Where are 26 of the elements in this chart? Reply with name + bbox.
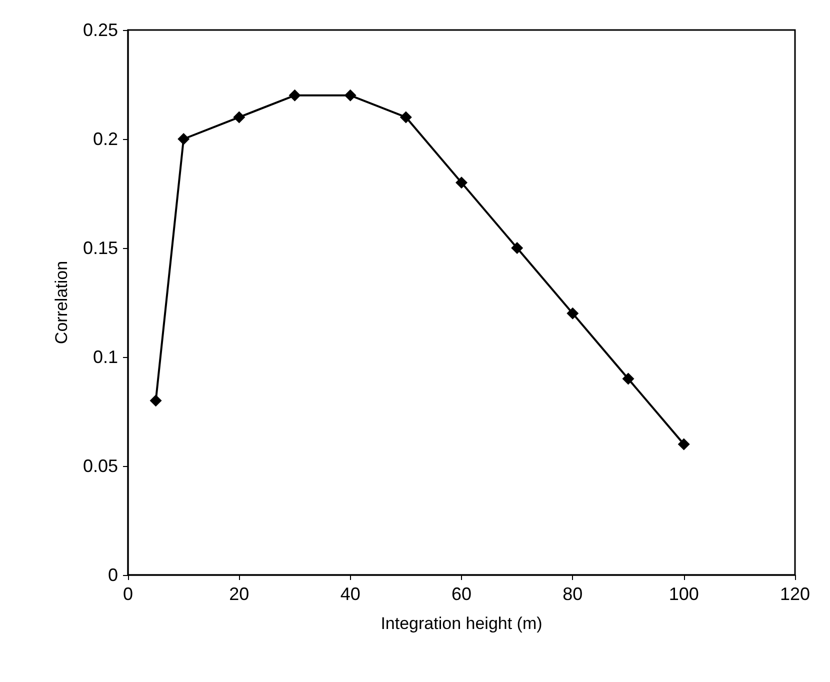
y-tick-label: 0.2	[92, 129, 118, 149]
point	[288, 89, 301, 102]
point	[400, 111, 412, 124]
y-tick-label: 0.1	[92, 347, 118, 367]
point	[344, 89, 356, 102]
y-tick-label: 0.25	[82, 20, 118, 40]
point	[622, 372, 634, 385]
x-axis-title: Integration height (m)	[380, 614, 542, 633]
x-tick-label: 80	[562, 584, 583, 604]
x-tick-label: 60	[451, 584, 472, 604]
y-tick-label: 0.15	[82, 238, 118, 258]
point	[678, 438, 690, 450]
x-tick-label: 100	[668, 584, 699, 604]
x-tick-label: 120	[780, 584, 810, 604]
y-tick-label: 0.05	[82, 456, 118, 476]
point	[566, 307, 579, 320]
y-tick-label: 0	[108, 565, 118, 585]
point	[511, 242, 524, 254]
point	[233, 111, 246, 124]
y-axis-title: Correlation	[52, 260, 71, 344]
x-tick-label: 20	[229, 584, 250, 604]
point	[456, 176, 468, 189]
point	[150, 394, 162, 407]
x-tick-label: 40	[340, 584, 360, 604]
point	[178, 133, 190, 145]
x-tick-label: 0	[122, 584, 134, 604]
